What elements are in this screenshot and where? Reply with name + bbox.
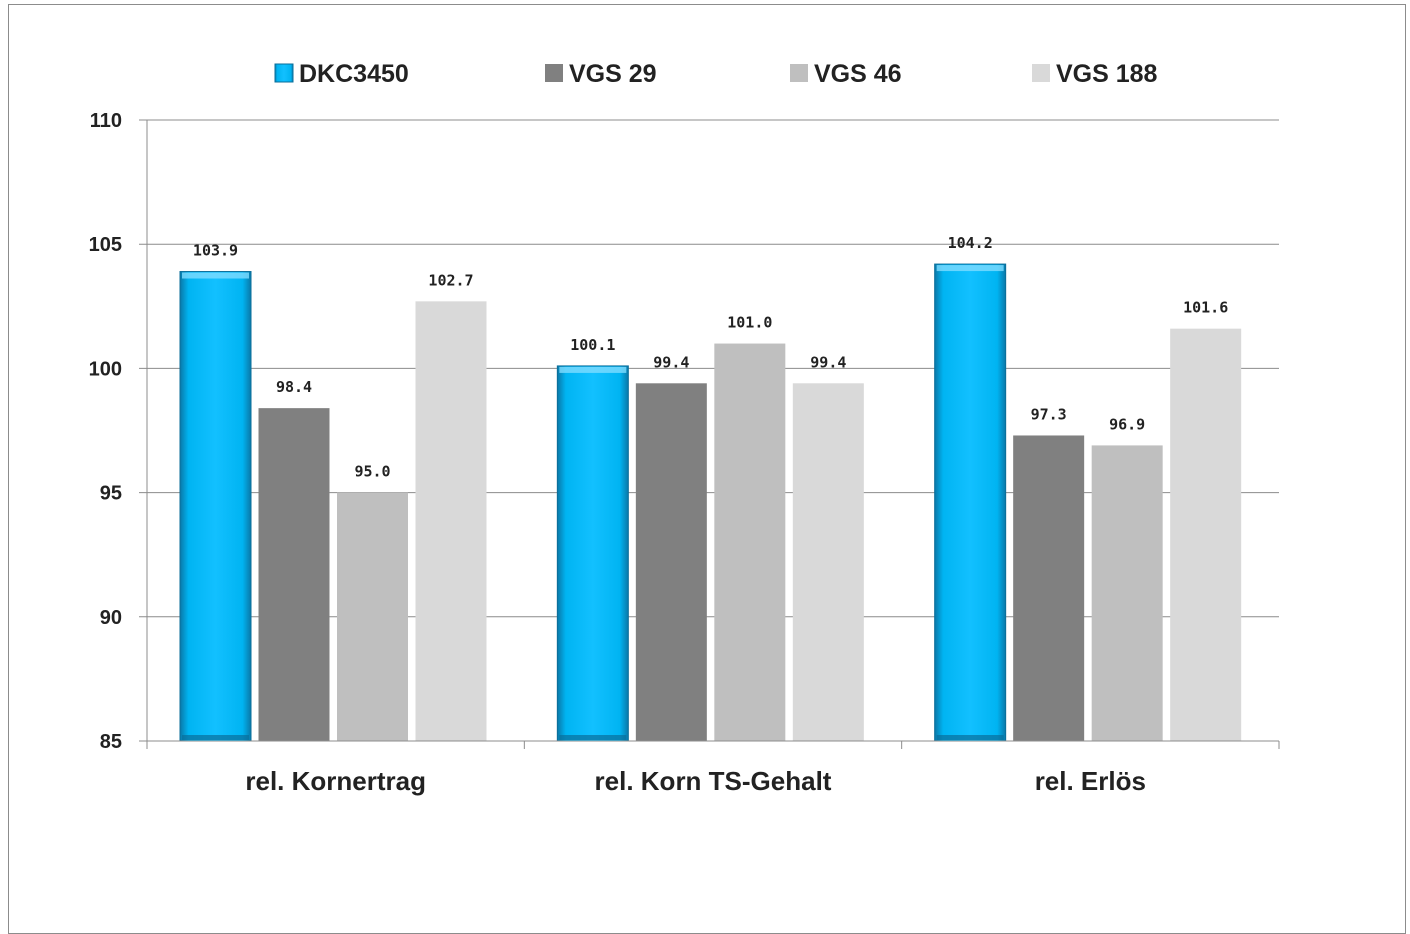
y-tick-label: 100 bbox=[89, 358, 122, 380]
bar-shadow bbox=[559, 735, 627, 740]
bars: 103.9 100.1 104.2 98.4 99.4 97.3 95.0 101.0 96.9… bbox=[179, 234, 1242, 742]
data-label: 99.4 bbox=[653, 353, 689, 371]
y-tick-label: 110 bbox=[90, 110, 122, 132]
data-label: 98.4 bbox=[276, 378, 312, 396]
bar-dkc3450 bbox=[934, 263, 1007, 742]
y-tick-label: 105 bbox=[89, 234, 122, 256]
legend-swatch bbox=[545, 64, 563, 82]
legend-swatch bbox=[274, 63, 294, 83]
bar-vgs-29 bbox=[635, 383, 707, 741]
x-category-label: rel. Erlös bbox=[1035, 766, 1146, 796]
bar-vgs-188 bbox=[792, 383, 864, 741]
bar-vgs-29 bbox=[1013, 435, 1085, 741]
legend-label: DKC3450 bbox=[299, 60, 409, 88]
legend-swatch bbox=[1032, 64, 1050, 82]
data-label: 104.2 bbox=[948, 234, 993, 252]
bar-highlight bbox=[182, 272, 249, 279]
data-label: 102.7 bbox=[428, 271, 473, 289]
data-label: 95.0 bbox=[354, 463, 390, 481]
x-category-label: rel. Kornertrag bbox=[245, 766, 426, 796]
legend-label: VGS 188 bbox=[1056, 60, 1158, 88]
x-axis: rel. Kornertrag rel. Korn TS-Gehalt rel. E… bbox=[146, 740, 1280, 796]
bar-vgs-46 bbox=[1091, 445, 1163, 741]
bar-vgs-46 bbox=[714, 343, 786, 741]
data-label: 100.1 bbox=[570, 336, 615, 354]
legend-swatch bbox=[790, 64, 808, 82]
data-label: 99.4 bbox=[810, 353, 846, 371]
y-tick-label: 95 bbox=[100, 483, 122, 505]
bar-vgs-188 bbox=[1170, 328, 1242, 741]
bar-vgs-29 bbox=[258, 408, 330, 741]
bar-highlight bbox=[936, 265, 1004, 272]
bar-shadow bbox=[182, 735, 249, 740]
x-category-label: rel. Korn TS-Gehalt bbox=[595, 766, 832, 796]
data-label: 96.9 bbox=[1109, 415, 1145, 433]
bar-vgs-46 bbox=[337, 492, 408, 741]
data-label: 101.0 bbox=[727, 314, 772, 332]
legend-label: VGS 46 bbox=[814, 60, 902, 88]
bar-shadow bbox=[936, 735, 1004, 740]
data-label: 103.9 bbox=[193, 242, 238, 260]
bar-highlight bbox=[559, 366, 627, 373]
legend-label: VGS 29 bbox=[569, 60, 657, 88]
y-axis: 85 90 95 100 105 110 bbox=[89, 110, 148, 753]
y-tick-label: 90 bbox=[100, 607, 122, 629]
data-label: 101.6 bbox=[1183, 299, 1228, 317]
bar-dkc3450 bbox=[179, 271, 252, 742]
bar-vgs-188 bbox=[415, 301, 487, 741]
y-tick-label: 85 bbox=[100, 731, 122, 753]
legend: DKC3450 VGS 29 VGS 46 VGS 188 bbox=[274, 60, 1158, 88]
data-label: 97.3 bbox=[1031, 405, 1067, 423]
bar-dkc3450 bbox=[556, 365, 629, 742]
